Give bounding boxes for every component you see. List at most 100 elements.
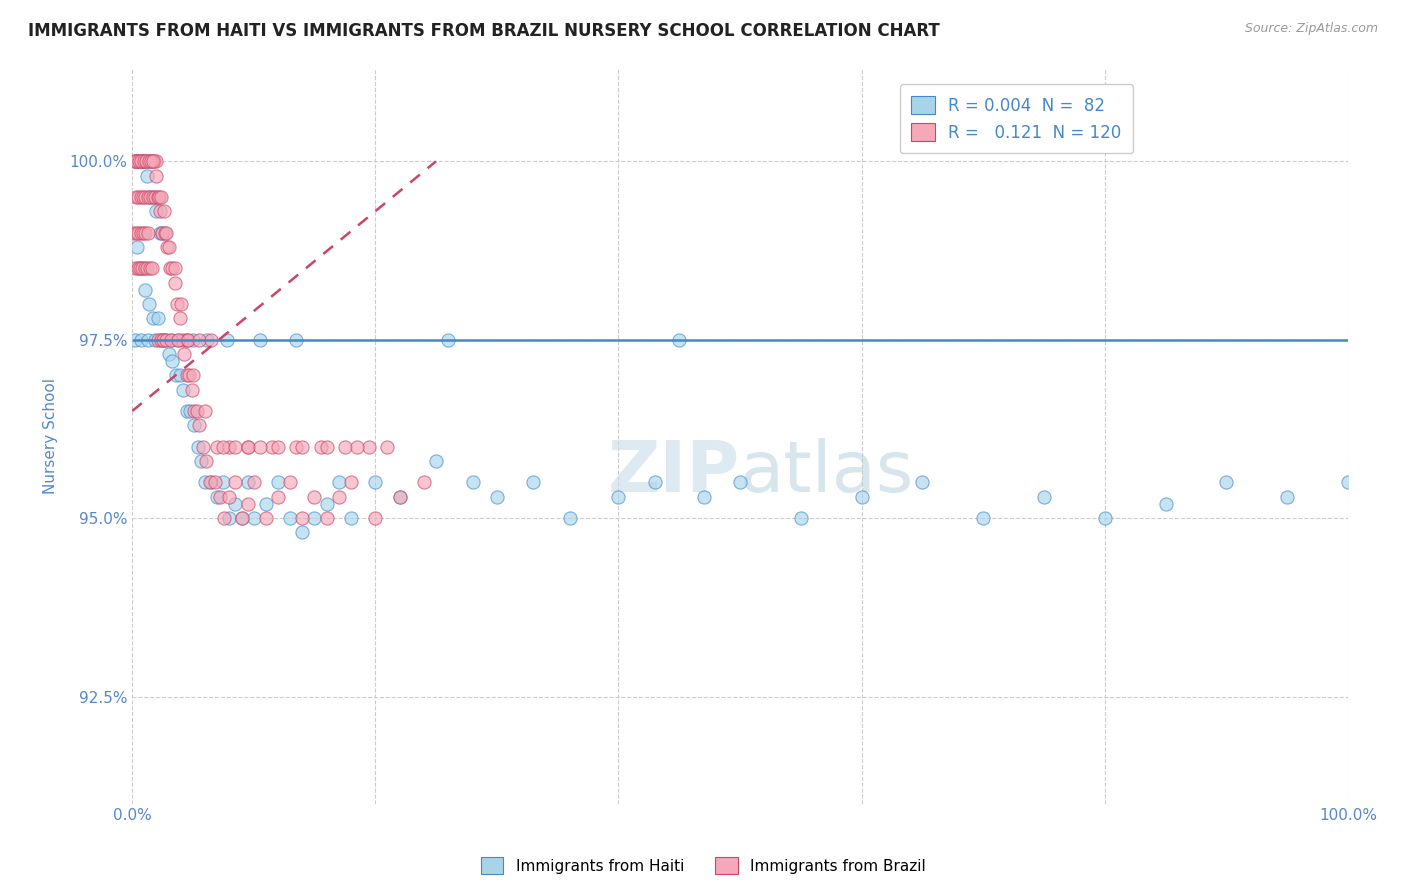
Point: [236, 497, 259, 511]
Point: [911, 475, 934, 490]
Point: [304, 490, 326, 504]
Point: [169, 368, 191, 383]
Point: [728, 475, 751, 490]
Point: [188, 418, 211, 433]
Point: [127, 190, 149, 204]
Point: [224, 475, 246, 490]
Point: [152, 226, 174, 240]
Point: [291, 511, 314, 525]
Point: [183, 418, 205, 433]
Point: [125, 154, 148, 169]
Point: [142, 311, 165, 326]
Point: [340, 475, 363, 490]
Point: [254, 497, 277, 511]
Point: [242, 511, 264, 525]
Point: [152, 333, 174, 347]
Point: [155, 333, 177, 347]
Point: [692, 490, 714, 504]
Point: [191, 440, 214, 454]
Point: [309, 440, 332, 454]
Point: [124, 261, 146, 276]
Point: [267, 490, 290, 504]
Point: [1033, 490, 1056, 504]
Point: [328, 475, 350, 490]
Point: [127, 261, 149, 276]
Point: [129, 226, 152, 240]
Point: [260, 440, 283, 454]
Point: [197, 333, 219, 347]
Point: [134, 154, 156, 169]
Point: [522, 475, 544, 490]
Point: [132, 226, 155, 240]
Point: [205, 440, 228, 454]
Point: [437, 333, 460, 347]
Point: [125, 240, 148, 254]
Point: [146, 311, 169, 326]
Point: [200, 475, 222, 490]
Point: [1275, 490, 1298, 504]
Point: [149, 204, 172, 219]
Point: [346, 440, 368, 454]
Point: [388, 490, 411, 504]
Point: [152, 226, 174, 240]
Point: [285, 333, 308, 347]
Point: [132, 261, 155, 276]
Point: [146, 190, 169, 204]
Point: [135, 169, 157, 183]
Point: [285, 440, 308, 454]
Point: [173, 347, 195, 361]
Point: [122, 154, 145, 169]
Y-axis label: Nursery School: Nursery School: [44, 378, 58, 494]
Point: [1337, 475, 1360, 490]
Point: [128, 154, 150, 169]
Point: [187, 440, 209, 454]
Point: [176, 333, 198, 347]
Point: [134, 190, 156, 204]
Point: [291, 525, 314, 540]
Point: [155, 226, 177, 240]
Point: [136, 261, 159, 276]
Point: [278, 511, 301, 525]
Point: [188, 333, 211, 347]
Point: [163, 261, 186, 276]
Point: [231, 511, 253, 525]
Point: [148, 333, 170, 347]
Point: [153, 333, 176, 347]
Point: [333, 440, 356, 454]
Point: [145, 154, 167, 169]
Legend: R = 0.004  N =  82, R =   0.121  N = 120: R = 0.004 N = 82, R = 0.121 N = 120: [900, 84, 1133, 153]
Point: [124, 154, 146, 169]
Point: [181, 333, 204, 347]
Point: [485, 490, 508, 504]
Point: [1154, 497, 1177, 511]
Legend: Immigrants from Haiti, Immigrants from Brazil: Immigrants from Haiti, Immigrants from B…: [474, 851, 932, 880]
Point: [134, 154, 156, 169]
Point: [135, 154, 157, 169]
Point: [607, 490, 630, 504]
Point: [134, 226, 156, 240]
Point: [138, 261, 160, 276]
Point: [644, 475, 666, 490]
Point: [138, 297, 160, 311]
Point: [364, 511, 387, 525]
Point: [236, 440, 259, 454]
Point: [291, 440, 314, 454]
Point: [156, 240, 179, 254]
Point: [153, 226, 176, 240]
Point: [172, 383, 194, 397]
Point: [181, 368, 204, 383]
Point: [165, 368, 187, 383]
Point: [231, 511, 253, 525]
Point: [186, 404, 208, 418]
Point: [160, 333, 183, 347]
Point: [136, 226, 159, 240]
Point: [129, 190, 152, 204]
Point: [304, 511, 326, 525]
Point: [149, 226, 172, 240]
Point: [139, 154, 162, 169]
Point: [160, 354, 183, 368]
Point: [214, 511, 236, 525]
Point: [160, 261, 183, 276]
Point: [125, 190, 148, 204]
Point: [236, 475, 259, 490]
